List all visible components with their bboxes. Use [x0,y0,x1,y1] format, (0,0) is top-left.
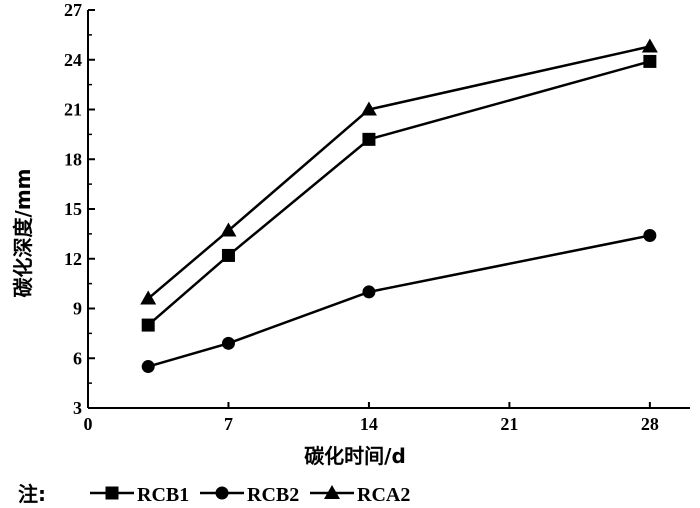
data-point-rcb1 [643,54,657,68]
x-tick-label: 14 [360,414,378,434]
y-tick-label: 3 [73,398,82,418]
x-axis-title: 碳化时间/d [304,444,406,468]
y-tick-label: 27 [64,0,82,20]
legend-marker-rcb2 [215,486,229,500]
data-point-rcb2 [141,360,155,374]
data-point-rcb2 [643,229,657,243]
y-axis-title: 碳化深度/mm [11,169,35,298]
series-markers [140,38,658,374]
series-line-rcb1 [147,60,651,327]
x-tick-label: 21 [500,414,518,434]
x-tick-label: 0 [84,414,93,434]
y-tick-label: 9 [73,299,82,319]
data-point-rca2 [220,222,237,237]
y-tick-label: 21 [64,100,82,120]
series-lines [147,45,651,368]
x-tick-label: 28 [641,414,659,434]
legend: 注: RCB1 RCB2 RCA2 [18,482,410,506]
legend-marker-rcb1 [105,486,119,500]
series-line-rcb2 [147,234,651,368]
data-point-rcb1 [221,248,235,262]
y-tick-label: 18 [64,149,82,169]
data-point-rcb1 [141,318,155,332]
data-point-rca2 [360,101,377,116]
legend-prefix: 注: [18,482,46,506]
data-point-rca2 [140,290,157,305]
data-point-rca2 [641,38,658,53]
axes [87,10,690,409]
ticks: 0 7 14 21 28 3 6 9 12 15 18 21 24 27 [64,0,659,434]
legend-label-rcb1: RCB1 [137,484,189,506]
y-tick-label: 12 [64,249,82,269]
y-tick-label: 6 [73,348,82,368]
x-tick-label: 7 [224,414,233,434]
y-tick-label: 15 [64,199,82,219]
data-point-rcb2 [362,285,376,299]
legend-label-rcb2: RCB2 [247,484,299,506]
legend-marker-rca2 [324,485,340,499]
y-tick-label: 24 [64,50,82,70]
data-point-rcb2 [221,336,235,350]
series-line-rca2 [147,45,651,300]
legend-label-rca2: RCA2 [357,484,410,506]
data-point-rcb1 [362,132,376,146]
